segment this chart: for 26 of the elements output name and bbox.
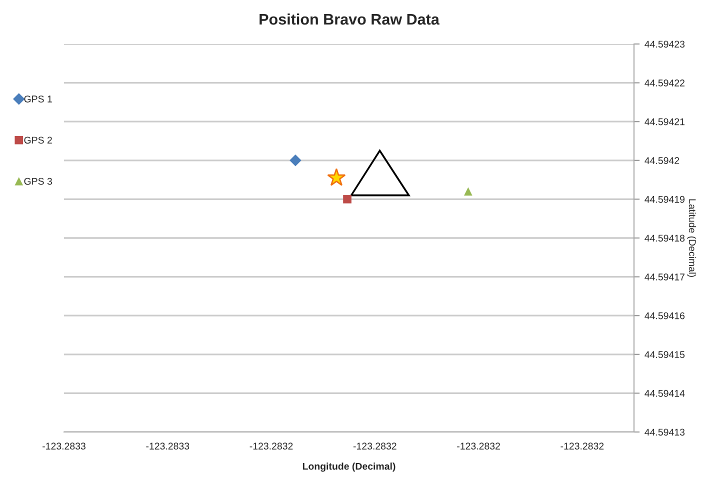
y-tick-label: 44.59416: [644, 312, 685, 320]
point: [343, 195, 352, 204]
x-tick-label: -123.2832: [353, 442, 396, 450]
y-tick-label: 44.59419: [644, 196, 685, 203]
legend-label: GPS 1: [24, 96, 52, 102]
x-tick-label: -123.2833: [42, 442, 86, 450]
point: [290, 154, 302, 166]
y-tick-label: 44.59414: [644, 390, 685, 397]
y-tick-label: 44.59418: [644, 234, 685, 242]
y-tick-label: 44.59415: [644, 351, 685, 358]
y-tick-label: 44.59421: [644, 118, 684, 126]
y-tick-label: 44.59423: [644, 40, 685, 48]
y-tick-label: 44.59417: [644, 274, 684, 280]
x-axis-title: Longitude (Decimal): [302, 462, 396, 472]
x-tick-label: -123.2832: [250, 442, 293, 450]
x-tick-label: -123.2832: [457, 442, 500, 450]
y-tick-label: 44.59413: [644, 428, 685, 436]
point: [464, 187, 472, 196]
y-axis-title: Latitude (Decimal): [687, 199, 696, 277]
x-tick-label: -123.2832: [560, 442, 604, 450]
legend-label: GPS 2: [24, 136, 52, 144]
y-tick-label: 44.59422: [644, 80, 684, 86]
y-tick-label: 44.5942: [644, 157, 680, 164]
chart-title: Position Bravo Raw Data: [260, 13, 440, 25]
legend-label: GPS 3: [24, 178, 52, 185]
x-tick-label: -123.2833: [146, 442, 190, 450]
